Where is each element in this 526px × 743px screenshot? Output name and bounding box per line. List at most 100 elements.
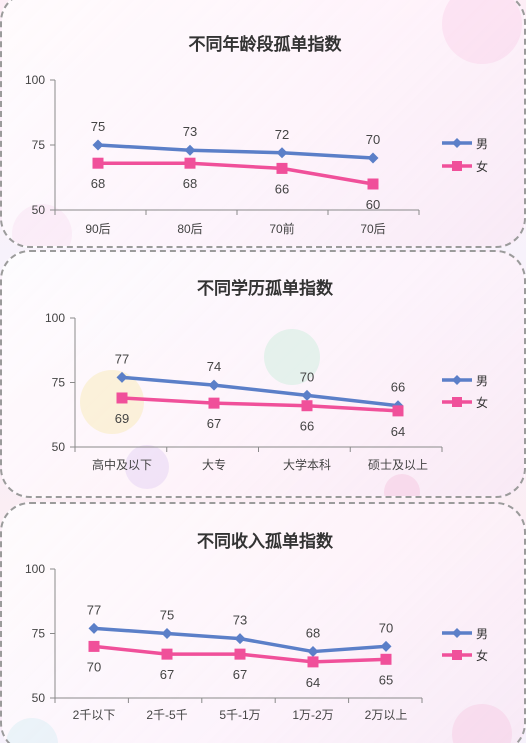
series-point-male	[367, 152, 379, 164]
x-tick-label: 90后	[85, 222, 110, 236]
series-point-male	[161, 628, 173, 639]
x-tick-label: 大学本科	[283, 457, 331, 472]
series-point-male	[88, 622, 100, 634]
background-bubbles	[6, 704, 512, 743]
data-label: 64	[306, 675, 320, 690]
series-point-female	[380, 653, 392, 665]
data-label: 68	[306, 626, 320, 641]
legend-marker-male	[452, 375, 462, 385]
data-label: 64	[391, 424, 405, 439]
series-point-male	[184, 144, 196, 156]
chart-title: 不同年龄段孤单指数	[189, 34, 343, 54]
series-point-female	[276, 162, 288, 174]
data-label: 67	[233, 667, 247, 682]
series-point-male	[380, 640, 392, 652]
legend-label: 女	[476, 648, 488, 663]
series-point-female	[184, 157, 196, 169]
series-point-female	[392, 405, 404, 417]
data-label: 67	[207, 416, 221, 431]
data-label: 66	[300, 419, 314, 434]
series-point-female	[307, 656, 319, 668]
legend-marker-female	[452, 161, 462, 171]
y-tick-label: 50	[32, 691, 46, 705]
data-label: 66	[275, 181, 289, 196]
data-label: 65	[379, 672, 393, 687]
data-label: 75	[160, 608, 174, 623]
chart-panel-education: 不同学历孤单指数 100 75 50 高中及以下 大专 大学本科 硕士及以上 77 74 70 66 男…	[0, 250, 526, 498]
data-label: 72	[275, 127, 289, 142]
series-line-1	[120, 396, 400, 413]
series-point-male	[116, 371, 128, 383]
y-tick-label: 75	[32, 627, 46, 641]
chart-panel-income: 不同收入孤单指数 100 75 50 2千以下 2千-5千 5千-1万 1万-2万 2万以上 77…	[0, 502, 526, 743]
data-label: 66	[391, 380, 405, 395]
y-tick-label: 75	[52, 376, 66, 390]
legend-marker-female	[452, 397, 462, 407]
y-tick-label: 100	[25, 562, 45, 576]
y-tick-label: 75	[32, 138, 46, 152]
data-label: 68	[183, 176, 197, 191]
legend-label: 男	[476, 374, 488, 388]
data-label: 74	[207, 359, 221, 374]
series-point-female	[208, 397, 220, 409]
decor-bubble-3	[384, 474, 420, 496]
legend-label: 男	[476, 627, 488, 641]
background-bubbles	[12, 0, 522, 246]
x-tick-label: 高中及以下	[92, 457, 152, 472]
decor-bubble-0	[452, 704, 512, 743]
x-tick-label: 2万以上	[365, 708, 408, 722]
decor-bubble-1	[264, 329, 320, 385]
decor-bubble-0	[80, 370, 144, 434]
data-label: 70	[300, 369, 314, 384]
series-point-female	[92, 157, 104, 169]
data-label: 70	[87, 659, 101, 674]
x-tick-label: 2千-5千	[146, 708, 187, 722]
y-tick-label: 50	[32, 203, 46, 217]
decor-bubble-0	[442, 0, 522, 64]
series-point-male	[276, 147, 288, 159]
x-tick-label: 2千以下	[73, 708, 116, 722]
background-bubbles	[80, 329, 420, 496]
x-tick-label: 70前	[269, 221, 294, 236]
series-point-female	[116, 392, 128, 404]
chart-education: 不同学历孤单指数 100 75 50 高中及以下 大专 大学本科 硕士及以上 77 74 70 66 男…	[45, 278, 488, 496]
y-tick-label: 50	[52, 440, 66, 454]
chart-panel-age: 不同年龄段孤单指数 100 75 50 90后 80后 70前 70后 75 73 72 70 男 68 6…	[0, 0, 526, 248]
data-label: 70	[366, 132, 380, 147]
x-tick-label: 80后	[177, 222, 202, 236]
x-tick-label: 70后	[360, 222, 385, 236]
series-line-0	[120, 375, 400, 408]
series-line-0	[96, 143, 375, 160]
legend-label: 女	[476, 395, 488, 410]
data-label: 77	[87, 602, 101, 617]
chart-age: 不同年龄段孤单指数 100 75 50 90后 80后 70前 70后 75 73 72 70 男 68 6…	[12, 0, 522, 246]
x-tick-label: 1万-2万	[292, 708, 333, 722]
data-label: 75	[91, 119, 105, 134]
x-tick-label: 5千-1万	[219, 708, 260, 722]
legend-label: 男	[476, 137, 488, 151]
legend-label: 女	[476, 159, 488, 174]
data-label: 68	[91, 176, 105, 191]
series-point-female	[161, 648, 173, 660]
legend-marker-male	[452, 628, 462, 638]
x-tick-label: 硕士及以上	[368, 458, 428, 472]
series-point-female	[301, 400, 313, 412]
chart-title: 不同学历孤单指数	[197, 278, 334, 298]
series-point-female	[367, 178, 379, 190]
decor-bubble-1	[12, 204, 72, 246]
legend-marker-female	[452, 650, 462, 660]
data-label: 70	[379, 620, 393, 635]
chart-income: 不同收入孤单指数 100 75 50 2千以下 2千-5千 5千-1万 1万-2万 2万以上 77…	[6, 531, 512, 743]
series-line-1	[96, 161, 375, 186]
decor-bubble-1	[6, 718, 58, 743]
decor-bubble-2	[125, 445, 169, 489]
series-point-male	[234, 633, 246, 645]
series-point-female	[88, 640, 100, 652]
data-label: 67	[160, 667, 174, 682]
series-point-male	[301, 389, 313, 401]
y-tick-label: 100	[25, 73, 45, 87]
series-point-female	[234, 648, 246, 660]
series-point-male	[208, 379, 220, 391]
data-label: 77	[115, 351, 129, 366]
series-point-male	[307, 646, 319, 658]
